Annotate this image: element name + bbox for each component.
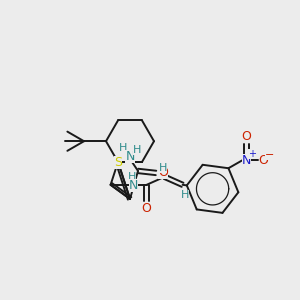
Text: O: O [259,154,269,167]
Text: −: − [265,150,274,160]
Text: H: H [133,145,141,155]
Text: H: H [158,163,167,173]
Text: O: O [158,167,168,179]
Text: H: H [180,190,189,200]
Text: N: N [129,179,138,192]
Text: H: H [128,172,136,182]
Text: N: N [242,154,251,167]
Text: +: + [248,149,256,159]
Text: N: N [125,150,135,164]
Text: S: S [114,155,122,169]
Text: O: O [142,202,152,215]
Text: H: H [119,143,127,153]
Text: O: O [242,130,251,143]
